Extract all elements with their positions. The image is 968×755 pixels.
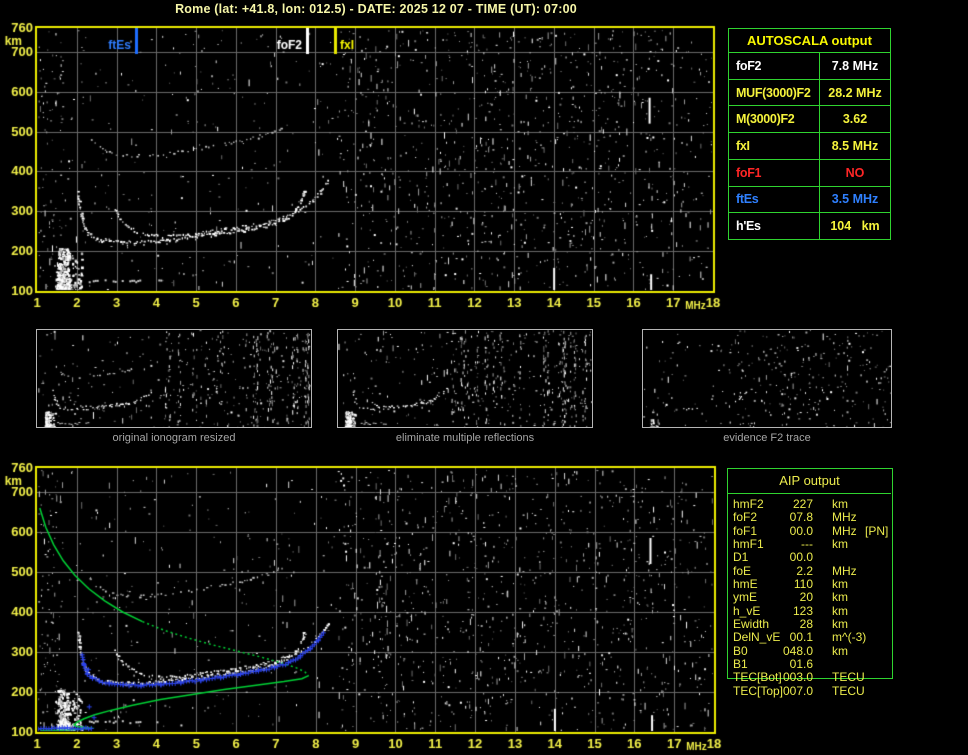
table-row: foF2 07.8 MHz [733, 510, 857, 525]
table-row: hmF1 --- km [733, 537, 848, 552]
table-row: foF2 7.8 MHz [729, 53, 890, 80]
top-ionogram-canvas [0, 14, 725, 316]
panel-caption: eliminate multiple reflections [395, 432, 535, 444]
table-row: foF1 NO [729, 159, 890, 187]
param-value: 104 km [830, 219, 880, 234]
panel-caption: evidence F2 trace [723, 432, 811, 444]
panel-eliminate-reflections [337, 329, 593, 428]
panel-original-ionogram [36, 329, 312, 428]
param-label: MUF(3000)F2 [729, 79, 820, 106]
param-value: 28.2 MHz [828, 85, 882, 100]
table-row: hmE 110 km [733, 577, 848, 592]
table-row: TEC[Bot] 003.0 TECU [733, 670, 865, 685]
table-row: fxI 8.5 MHz [729, 133, 890, 160]
param-value: 7.8 MHz [831, 58, 879, 73]
param-label: foF1 [729, 159, 820, 186]
aip-table-title: AIP output [728, 468, 891, 494]
table-row: hmF2 227 km [733, 497, 848, 511]
panel-caption: original ionogram resized [112, 432, 236, 444]
table-row: B0 048.0 km [733, 643, 848, 658]
param-value: NO [845, 165, 865, 180]
param-label: h'Es [729, 213, 820, 240]
panel-evidence-f2-trace [642, 329, 892, 428]
table-row: h'Es 104 km [729, 213, 890, 240]
param-label: fxI [729, 133, 820, 159]
table-row: D1 00.0 [733, 550, 813, 565]
table-row: Ewidth 28 km [733, 617, 848, 632]
autoscala-table: AUTOSCALA output foF2 7.8 MHz MUF(3000)F… [728, 28, 891, 240]
table-row: DelN_vE 00.1 m^(-3) [733, 630, 867, 645]
table-row: ymE 20 km [733, 590, 848, 605]
param-value: 3.5 MHz [831, 192, 879, 207]
param-label: foF2 [729, 53, 820, 79]
table-row: h_vE 123 km [733, 603, 848, 618]
table-row: TEC[Top] 007.0 TECU [733, 683, 865, 698]
aip-rows: hmF2 227 km foF2 07.8 MHz foF1 00.0 MHz [PN] hm… [727, 494, 892, 698]
table-row: B1 01.6 [733, 657, 813, 672]
param-label: M(3000)F2 [729, 106, 820, 133]
aip-table: AIP output hmF2 227 km foF2 07.8 MHz foF1 00.… [727, 468, 892, 698]
param-value: 8.5 MHz [831, 139, 879, 154]
table-row: foF1 00.0 MHz [PN] [733, 523, 889, 538]
param-label: ftEs [729, 186, 820, 213]
table-row: M(3000)F2 3.62 [729, 106, 890, 134]
table-row: MUF(3000)F2 28.2 MHz [729, 79, 890, 107]
page-title: Rome (lat: +41.8, lon: 012.5) - DATE: 20… [175, 2, 577, 16]
table-row: foE 2.2 MHz [733, 563, 857, 578]
autoscala-table-title: AUTOSCALA output [729, 29, 890, 53]
param-value: 3.62 [842, 112, 868, 127]
bottom-ionogram-canvas [0, 455, 725, 755]
table-row: ftEs 3.5 MHz [729, 186, 890, 214]
